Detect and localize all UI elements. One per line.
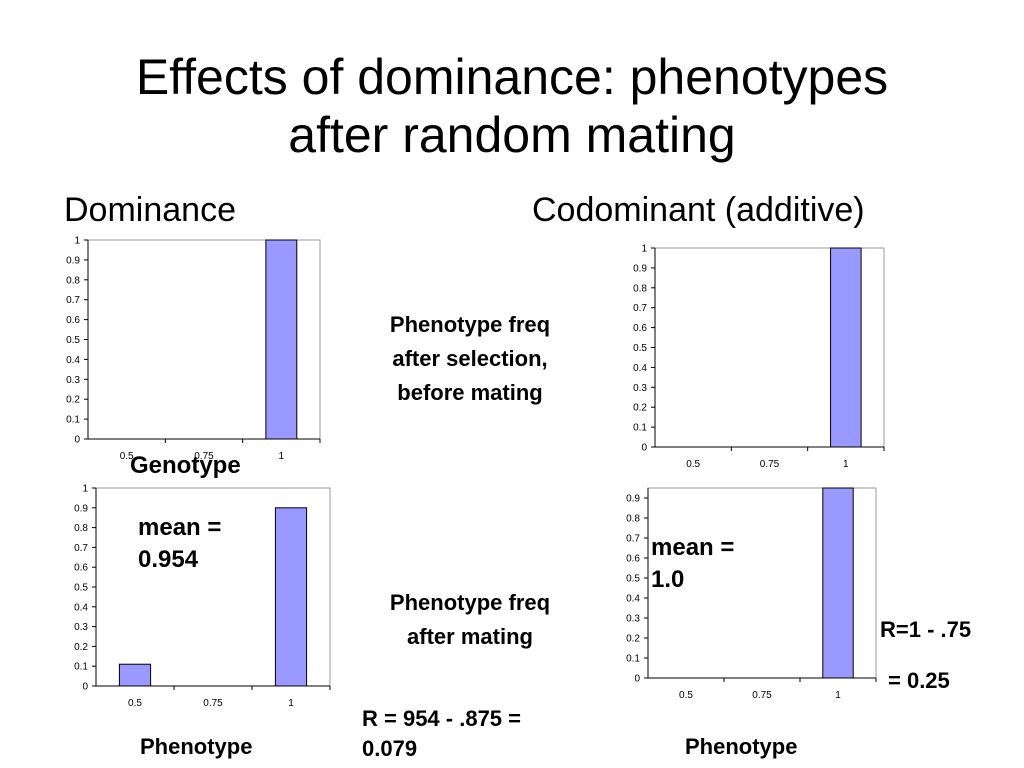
y-tick-label: 0.6	[74, 563, 88, 574]
y-tick-label: 0.8	[626, 514, 640, 525]
phenotype-freq-after-mating-label: Phenotype freq after mating	[389, 590, 551, 649]
y-tick-label: 0.7	[66, 295, 80, 306]
slide-title-line-2: after random mating	[288, 107, 736, 163]
y-tick-label: 0.3	[66, 375, 80, 386]
y-tick-label: 0.1	[633, 423, 647, 434]
x-tick-label: 0.5	[128, 698, 142, 709]
y-tick-label: 0.8	[633, 283, 647, 294]
bar	[265, 239, 298, 440]
y-tick-label: 0.7	[626, 534, 640, 545]
y-tick-label: 0.2	[633, 403, 647, 414]
slide-title: Effects of dominance: phenotypes after r…	[0, 48, 1024, 164]
y-tick-label: 0.1	[66, 415, 80, 426]
y-tick-label: 0.8	[74, 523, 88, 534]
bar	[830, 247, 862, 448]
y-tick-label: 0.3	[626, 614, 640, 625]
y-tick-label: 1	[82, 484, 88, 495]
x-tick-label: 0.75	[203, 698, 223, 709]
chart-codominant-genotype: 0 0.1 0.2 0.3 0.4 0.5 0.6 0.7 0.8 0.9 1 0.5 0.75 1	[633, 244, 885, 470]
y-tick-label: 0.7	[633, 303, 647, 314]
genotype-axis-label: Genotype	[130, 452, 241, 479]
y-tick-label: 1	[641, 244, 647, 255]
y-tick-label: 0.9	[626, 494, 640, 505]
y-tick-label: 0.9	[66, 255, 80, 266]
phenotype-freq-before-mating-label: Phenotype freq after selection, before m…	[389, 312, 551, 405]
x-tick-label: 1	[843, 459, 849, 470]
y-tick-label: 0	[634, 674, 640, 685]
phenotype-axis-label-right: Phenotype	[685, 734, 798, 759]
x-tick-label: 1	[835, 690, 841, 701]
y-tick-label: 0.4	[626, 594, 640, 605]
x-tick-label: 0.75	[752, 690, 772, 701]
y-tick-label: 0.9	[74, 503, 88, 514]
r-codominant-line-2: = 0.25	[888, 668, 950, 693]
y-tick-label: 0.1	[74, 662, 88, 673]
y-tick-label: 0.5	[74, 583, 88, 594]
y-tick-label: 0.8	[66, 275, 80, 286]
y-tick-label: 0.4	[633, 363, 647, 374]
x-tick-label: 0.75	[194, 451, 214, 462]
y-tick-label: 0.6	[66, 315, 80, 326]
x-tick-label: 1	[279, 451, 285, 462]
y-tick-label: 0.7	[74, 543, 88, 554]
y-tick-label: 0.5	[66, 335, 80, 346]
chart-dominance-phenotype: 0 0.1 0.2 0.3 0.4 0.5 0.6 0.7 0.8 0.9 1 0.5 0.75 1	[74, 484, 331, 709]
y-tick-label: 0.5	[626, 574, 640, 585]
mean-dominance-annotation: mean = 0.954	[138, 514, 222, 573]
y-tick-label: 0.9	[633, 263, 647, 274]
x-tick-label: 0.75	[760, 459, 780, 470]
y-tick-label: 1	[74, 236, 80, 247]
chart-codominant-phenotype: 0 0.1 0.2 0.3 0.4 0.5 0.6 0.7 0.8 0.9 0.5 0.75 1	[626, 487, 877, 701]
r-codominant-line-1: R=1 - .75	[880, 617, 972, 642]
x-tick-label: 0.5	[679, 690, 693, 701]
y-tick-label: 0.6	[626, 554, 640, 565]
y-tick-label: 0.2	[66, 395, 80, 406]
y-tick-label: 0.4	[66, 355, 80, 366]
y-tick-label: 0	[74, 435, 80, 446]
x-tick-label: 1	[288, 698, 294, 709]
phenotype-axis-label-left: Phenotype	[140, 734, 253, 759]
x-tick-label: 0.5	[686, 459, 700, 470]
bar	[822, 487, 854, 679]
y-tick-label: 0	[641, 443, 647, 454]
y-tick-label: 0.3	[633, 383, 647, 394]
y-tick-label: 0.1	[626, 654, 640, 665]
r-dominance-annotation: R = 954 - .875 = 0.079	[362, 706, 521, 761]
y-tick-label: 0.6	[633, 323, 647, 334]
codominant-heading: Codominant (additive)	[532, 191, 865, 229]
bar	[274, 507, 308, 687]
y-tick-label: 0.2	[74, 642, 88, 653]
y-tick-label: 0.4	[74, 602, 88, 613]
y-tick-label: 0.3	[74, 622, 88, 633]
y-tick-label: 0	[82, 682, 88, 693]
dominance-heading: Dominance	[64, 191, 236, 229]
mean-codominant-annotation: mean = 1.0	[651, 534, 735, 593]
y-tick-label: 0.5	[633, 343, 647, 354]
bar	[118, 663, 152, 687]
chart-dominance-genotype: 0 0.1 0.2 0.3 0.4 0.5 0.6 0.7 0.8 0.9 1 0.5 0.75 1	[66, 236, 321, 462]
slide-title-line-1: Effects of dominance: phenotypes	[135, 49, 889, 105]
x-tick-label: 0.5	[120, 451, 134, 462]
y-tick-label: 0.2	[626, 634, 640, 645]
